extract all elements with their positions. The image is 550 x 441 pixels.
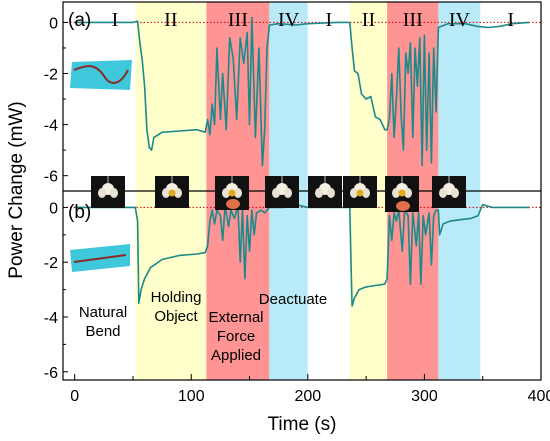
gripper-photo — [91, 176, 125, 208]
y-tick-label: -4 — [44, 118, 58, 135]
phase-band — [307, 191, 350, 380]
phase-label: IV — [278, 9, 300, 31]
x-tick-label: 400 — [528, 388, 550, 405]
phase-band — [349, 2, 388, 191]
panel-b-phase-bands — [63, 191, 541, 380]
phase-band — [349, 191, 388, 380]
phase-band — [480, 191, 541, 380]
phase-annotation-holding-object: Holding Object — [151, 289, 202, 325]
y-tick-label: -6 — [44, 365, 58, 382]
series-line — [74, 16, 530, 167]
x-axis-title: Time (s) — [268, 414, 337, 435]
annotation-line: External — [208, 309, 263, 326]
phase-annotation-natural-bend: Natural Bend — [79, 304, 127, 340]
gripper-photo — [385, 176, 419, 212]
phase-band — [438, 2, 481, 191]
annotation-line: Bend — [85, 323, 120, 340]
annotation-line: Applied — [211, 347, 261, 364]
phase-labels: I II III IV I II III IV I — [112, 9, 514, 31]
phase-band — [269, 191, 308, 380]
phase-label: I — [325, 9, 332, 31]
gripper-photo — [265, 176, 299, 208]
phase-band — [480, 2, 541, 191]
annotation-line: Natural — [79, 304, 127, 321]
zero-reference-lines — [63, 21, 541, 208]
phase-annotation-external-force: External Force Applied — [208, 309, 263, 364]
x-tick-label: 100 — [178, 388, 205, 405]
y-tick-label: -4 — [44, 310, 58, 327]
annotation-line: Holding — [151, 289, 202, 306]
phase-label: I — [507, 9, 514, 31]
phase-label: I — [112, 9, 119, 31]
phase-label: II — [362, 9, 375, 31]
panel-a-series — [74, 16, 530, 167]
annotation-line: Force — [217, 328, 255, 345]
phase-label: III — [228, 9, 248, 31]
gripper-photo-strip — [91, 176, 466, 212]
panel-b-label: (b) — [68, 202, 91, 223]
annotation-line: Object — [154, 308, 198, 325]
phase-band — [135, 191, 207, 380]
gripper-photo — [155, 176, 189, 208]
phase-band — [63, 191, 136, 380]
x-tick-label: 300 — [411, 388, 438, 405]
panel-a-label: (a) — [68, 10, 91, 31]
y-tick-label: 0 — [49, 15, 58, 32]
annotation-line: Deactuate — [259, 291, 327, 308]
y-tick-label: 0 — [49, 200, 58, 217]
bent-sensor-inset — [70, 60, 132, 90]
flat-sensor-inset — [70, 244, 130, 272]
phase-annotation-deactuate: Deactuate — [259, 291, 327, 308]
axis-ticks: 0 -2 -4 -6 0 -2 -4 -6 0 100 200 300 400 — [44, 15, 550, 405]
phase-label: IV — [449, 9, 471, 31]
gripper-photo — [308, 176, 342, 208]
x-tick-label: 200 — [294, 388, 321, 405]
x-tick-label: 0 — [70, 388, 79, 405]
gripper-photo — [432, 176, 466, 208]
panel-a-phase-bands — [63, 2, 541, 191]
y-tick-label: -2 — [44, 255, 58, 272]
phase-label: II — [164, 9, 177, 31]
y-tick-label: -2 — [44, 67, 58, 84]
y-axis-title: Power Change (mW) — [6, 101, 27, 278]
gripper-photo — [343, 176, 377, 208]
phase-band — [269, 2, 308, 191]
gripper-photo — [215, 176, 249, 210]
y-tick-label: -6 — [44, 169, 58, 186]
phase-label: III — [403, 9, 423, 31]
phase-band — [63, 2, 136, 191]
phase-band — [135, 2, 207, 191]
phase-band — [307, 2, 350, 191]
